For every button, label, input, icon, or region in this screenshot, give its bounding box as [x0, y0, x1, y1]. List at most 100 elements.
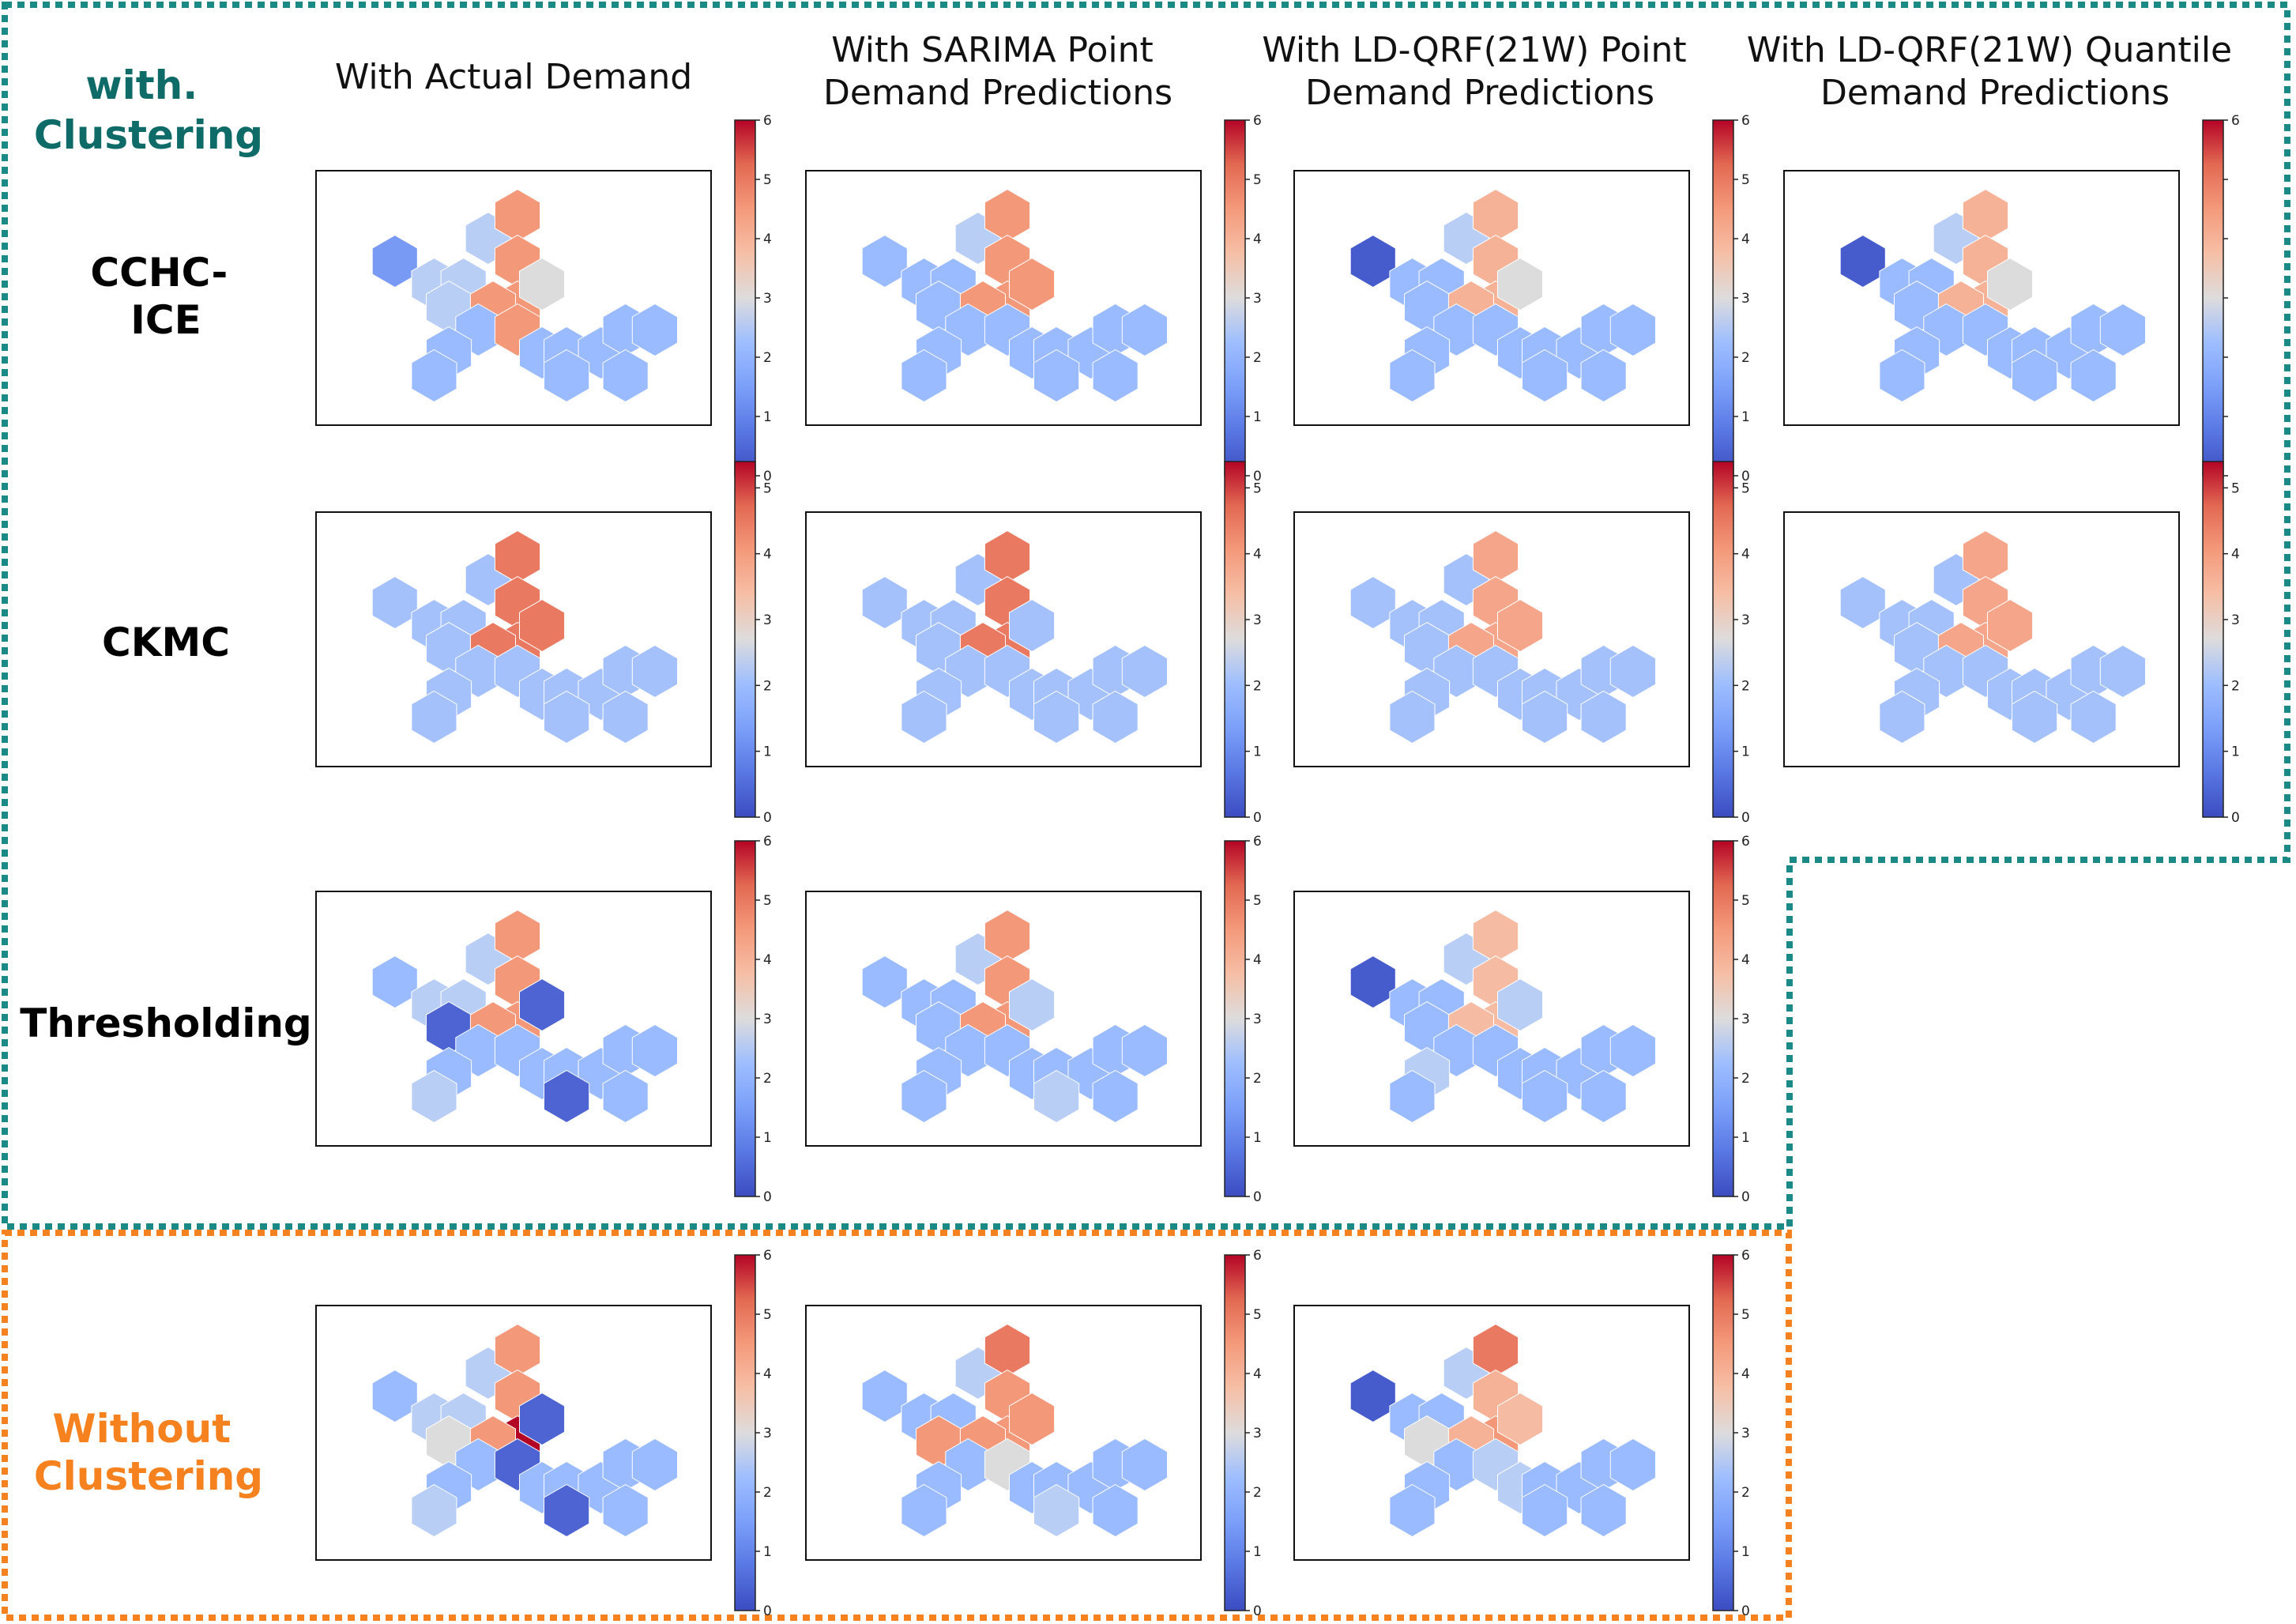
hex-cell	[1580, 1069, 1627, 1124]
hex-cell	[1580, 690, 1627, 744]
colorbar-tick-label: 4	[763, 232, 772, 247]
colorbar-tick-label: 1	[1741, 409, 1750, 425]
colorbar-tick-label: 4	[1253, 547, 1262, 563]
hex-cell	[631, 1437, 678, 1492]
colorbar-tick-label: 1	[1253, 744, 1262, 760]
colorbar-tick-label: 2	[2231, 678, 2240, 694]
colorbar-tick-label: 1	[1741, 1130, 1750, 1146]
colorbar-tick-label: 0	[763, 1603, 772, 1619]
colorbar-tick-label: 3	[1741, 1426, 1750, 1441]
hex-cell	[1522, 349, 1568, 403]
colorbar	[1225, 841, 1245, 1196]
colorbar-tick-label: 0	[1253, 810, 1262, 826]
hex-cell	[1497, 1392, 1544, 1446]
panel-r1-c1: 0 1 2 3 4 5	[805, 461, 1262, 826]
hex-cell	[1609, 644, 1656, 699]
colorbar-tick-label: 1	[1253, 409, 1262, 425]
panel-r2-c1: 0 1 2 3 4 5 6	[805, 834, 1262, 1205]
hex-cell	[1580, 1483, 1627, 1538]
hex-cell	[1009, 1392, 1056, 1446]
colorbar	[1225, 1255, 1245, 1611]
colorbar-tick-label: 1	[763, 744, 772, 760]
hex-cell	[602, 1483, 649, 1538]
hex-cell	[371, 1370, 418, 1423]
hex-cell	[1389, 349, 1436, 403]
colorbar-tick-label: 3	[763, 1426, 772, 1441]
colorbar-tick-label: 0	[763, 469, 772, 484]
colorbar-tick-label: 3	[763, 1012, 772, 1027]
hex-cell	[519, 978, 566, 1032]
colorbar-tick-label: 6	[1253, 834, 1262, 850]
hex-cell	[1987, 599, 2034, 653]
colorbar-tick-label: 4	[1253, 232, 1262, 247]
hex-cell	[519, 258, 566, 311]
colorbar	[1713, 841, 1733, 1196]
colorbar-tick-label: 0	[763, 1189, 772, 1205]
hex-cell	[2099, 303, 2146, 357]
hex-cell	[602, 690, 649, 744]
colorbar	[1225, 462, 1245, 817]
colorbar-tick-label: 6	[1253, 1248, 1262, 1264]
hex-cell	[602, 349, 649, 403]
panel-r1-c0: 0 1 2 3 4 5	[315, 461, 772, 826]
colorbar-tick-label: 1	[2231, 744, 2240, 760]
hex-cell	[411, 1069, 457, 1124]
hex-cell	[1349, 955, 1396, 1009]
hex-cell	[1121, 644, 1168, 699]
colorbar-tick-label: 0	[1253, 1603, 1262, 1619]
hex-cell	[544, 1483, 590, 1538]
colorbar-tick-label: 5	[1741, 480, 1750, 496]
colorbar-tick-label: 1	[763, 409, 772, 425]
hex-cell	[544, 690, 590, 744]
row-label-ckmc: CKMC	[102, 620, 230, 665]
colorbar-tick-label: 3	[763, 291, 772, 307]
colorbar	[1713, 120, 1733, 476]
hex-cell	[1580, 349, 1627, 403]
colorbar-tick-label: 0	[2231, 810, 2240, 826]
with-clustering-box	[2, 2, 2290, 1230]
colorbar	[735, 120, 755, 476]
hex-cell	[1987, 258, 2034, 311]
without-clustering-box	[2, 1230, 1792, 1621]
hex-cell	[411, 1483, 457, 1538]
svg-text:With LD-QRF(21W) Quantile: With LD-QRF(21W) Quantile Demand Predict…	[1747, 30, 2243, 113]
hex-cell	[1522, 1069, 1568, 1124]
colorbar-tick-label: 5	[1253, 1307, 1262, 1323]
colorbar-tick-label: 0	[1741, 810, 1750, 826]
hex-cell	[1033, 349, 1080, 403]
hex-cell	[861, 576, 908, 630]
hex-cell	[371, 955, 418, 1009]
row-label-thresholding: Thresholding	[20, 1000, 311, 1046]
hex-cell	[1522, 690, 1568, 744]
hex-cell	[1349, 235, 1396, 288]
hex-cell	[1497, 599, 1544, 653]
colorbar-tick-label: 2	[1253, 678, 1262, 694]
colorbar-tick-label: 2	[763, 1071, 772, 1087]
hex-cell	[1033, 1069, 1080, 1124]
colorbar-frame	[1224, 461, 1246, 818]
colorbar-tick-label: 2	[1741, 1071, 1750, 1087]
colorbar-tick-label: 1	[1253, 1544, 1262, 1560]
panel-r3-c2: 0 1 2 3 4 5 6	[1293, 1248, 1750, 1619]
panel-r2-c0: 0 1 2 3 4 5 6	[315, 834, 772, 1205]
colorbar-tick-label: 6	[1253, 113, 1262, 129]
hex-cell	[1389, 1069, 1436, 1124]
colorbar	[735, 841, 755, 1196]
hex-cell	[1092, 349, 1139, 403]
hex-cell	[1349, 576, 1396, 630]
hex-cell	[631, 303, 678, 357]
colorbar-frame	[734, 461, 756, 818]
colorbar-tick-label: 2	[1253, 350, 1262, 366]
colorbar-tick-label: 2	[1741, 1485, 1750, 1501]
colorbar	[1225, 120, 1245, 476]
colorbar-tick-label: 0	[1741, 1189, 1750, 1205]
hex-cell	[544, 349, 590, 403]
colorbar-tick-label: 3	[1741, 1012, 1750, 1027]
column-title-sarima: With SARIMA Point Demand Predictions	[823, 30, 1172, 113]
colorbar-tick-label: 4	[1741, 232, 1750, 247]
colorbar-tick-label: 3	[1741, 612, 1750, 628]
hex-cell	[602, 1069, 649, 1124]
hex-cell	[1121, 303, 1168, 357]
hex-cell	[901, 690, 947, 744]
